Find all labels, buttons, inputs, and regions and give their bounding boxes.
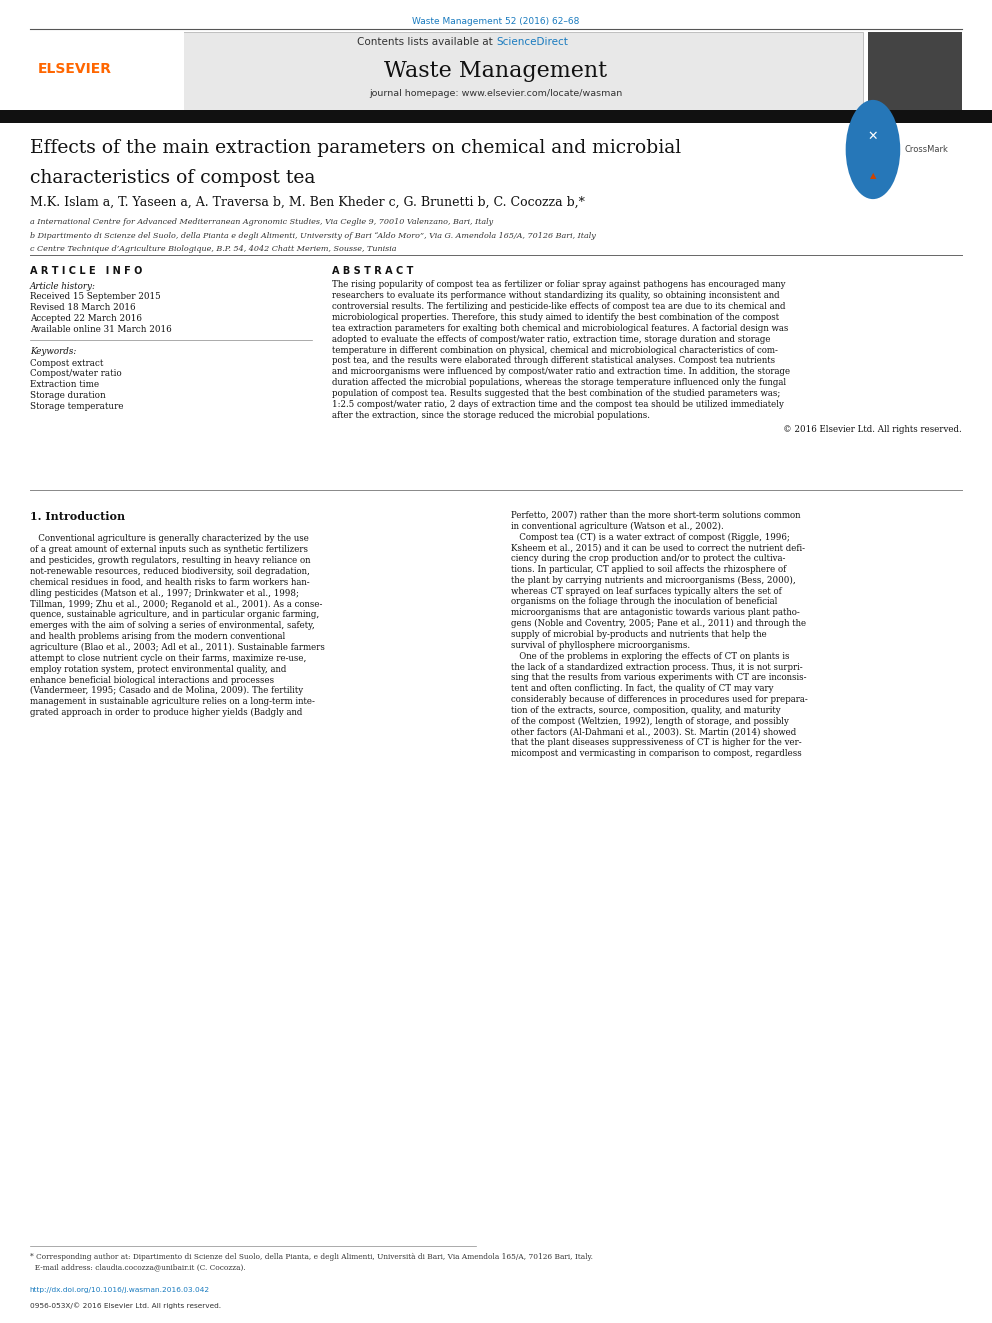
Text: c Centre Technique d’Agriculture Biologique, B.P. 54, 4042 Chatt Meriem, Sousse,: c Centre Technique d’Agriculture Biologi… (30, 245, 396, 253)
Text: microorganisms that are antagonistic towards various plant patho-: microorganisms that are antagonistic tow… (511, 609, 800, 618)
Text: M.K. Islam a, T. Yaseen a, A. Traversa b, M. Ben Kheder c, G. Brunetti b, C. Coc: M.K. Islam a, T. Yaseen a, A. Traversa b… (30, 196, 584, 209)
Text: 1. Introduction: 1. Introduction (30, 511, 125, 521)
Text: E-mail address: claudia.cocozza@unibair.it (C. Cocozza).: E-mail address: claudia.cocozza@unibair.… (30, 1263, 245, 1271)
Text: CrossMark: CrossMark (905, 146, 948, 153)
Text: enhance beneficial biological interactions and processes: enhance beneficial biological interactio… (30, 676, 274, 684)
Text: tent and often conflicting. In fact, the quality of CT may vary: tent and often conflicting. In fact, the… (511, 684, 774, 693)
Bar (30, 32, 863, 111)
Text: journal homepage: www.elsevier.com/locate/wasman: journal homepage: www.elsevier.com/locat… (369, 89, 623, 98)
Text: microbiological properties. Therefore, this study aimed to identify the best com: microbiological properties. Therefore, t… (332, 314, 780, 321)
Text: controversial results. The fertilizing and pesticide-like effects of compost tea: controversial results. The fertilizing a… (332, 302, 786, 311)
Text: Extraction time: Extraction time (30, 380, 99, 389)
Text: and microorganisms were influenced by compost/water ratio and extraction time. I: and microorganisms were influenced by co… (332, 368, 791, 376)
Text: and health problems arising from the modern conventional: and health problems arising from the mod… (30, 632, 285, 642)
Text: http://dx.doi.org/10.1016/j.wasman.2016.03.042: http://dx.doi.org/10.1016/j.wasman.2016.… (30, 1287, 210, 1294)
Text: that the plant diseases suppressiveness of CT is higher for the ver-: that the plant diseases suppressiveness … (511, 738, 802, 747)
Text: Contents lists available at: Contents lists available at (357, 37, 496, 48)
Text: sing that the results from various experiments with CT are inconsis-: sing that the results from various exper… (511, 673, 806, 683)
Text: ▲: ▲ (870, 172, 876, 180)
Text: A R T I C L E   I N F O: A R T I C L E I N F O (30, 266, 142, 277)
Text: emerges with the aim of solving a series of environmental, safety,: emerges with the aim of solving a series… (30, 622, 314, 630)
Text: Revised 18 March 2016: Revised 18 March 2016 (30, 303, 135, 312)
Text: A B S T R A C T: A B S T R A C T (332, 266, 414, 277)
Text: Storage duration: Storage duration (30, 392, 105, 400)
Ellipse shape (845, 101, 901, 198)
Text: management in sustainable agriculture relies on a long-term inte-: management in sustainable agriculture re… (30, 697, 314, 706)
Text: other factors (Al-Dahmani et al., 2003). St. Martin (2014) showed: other factors (Al-Dahmani et al., 2003).… (511, 728, 797, 737)
Text: 0956-053X/© 2016 Elsevier Ltd. All rights reserved.: 0956-053X/© 2016 Elsevier Ltd. All right… (30, 1302, 221, 1308)
Text: quence, sustainable agriculture, and in particular organic farming,: quence, sustainable agriculture, and in … (30, 610, 319, 619)
Bar (30, 32, 184, 111)
Text: Accepted 22 March 2016: Accepted 22 March 2016 (30, 314, 142, 323)
Text: agriculture (Blao et al., 2003; Adl et al., 2011). Sustainable farmers: agriculture (Blao et al., 2003; Adl et a… (30, 643, 324, 652)
Text: survival of phyllosphere microorganisms.: survival of phyllosphere microorganisms. (511, 640, 690, 650)
Text: of a great amount of external inputs such as synthetic fertilizers: of a great amount of external inputs suc… (30, 545, 308, 554)
Text: the lack of a standardized extraction process. Thus, it is not surpri-: the lack of a standardized extraction pr… (511, 663, 803, 672)
Text: organisms on the foliage through the inoculation of beneficial: organisms on the foliage through the ino… (511, 598, 778, 606)
Text: Storage temperature: Storage temperature (30, 402, 123, 411)
Text: Waste Management: Waste Management (385, 60, 607, 82)
Text: ELSEVIER: ELSEVIER (38, 62, 112, 77)
Text: Compost tea (CT) is a water extract of compost (Riggle, 1996;: Compost tea (CT) is a water extract of c… (511, 532, 790, 541)
Text: Received 15 September 2015: Received 15 September 2015 (30, 292, 161, 302)
Text: grated approach in order to produce higher yields (Badgly and: grated approach in order to produce high… (30, 708, 303, 717)
Text: tea extraction parameters for exalting both chemical and microbiological feature: tea extraction parameters for exalting b… (332, 324, 789, 333)
Text: ciency during the crop production and/or to protect the cultiva-: ciency during the crop production and/or… (511, 554, 786, 564)
Text: Effects of the main extraction parameters on chemical and microbial: Effects of the main extraction parameter… (30, 139, 681, 157)
Text: The rising popularity of compost tea as fertilizer or foliar spray against patho: The rising popularity of compost tea as … (332, 280, 786, 290)
Text: employ rotation system, protect environmental quality, and: employ rotation system, protect environm… (30, 664, 286, 673)
Text: * Corresponding author at: Dipartimento di Scienze del Suolo, della Pianta, e de: * Corresponding author at: Dipartimento … (30, 1253, 593, 1261)
Text: Tillman, 1999; Zhu et al., 2000; Reganold et al., 2001). As a conse-: Tillman, 1999; Zhu et al., 2000; Reganol… (30, 599, 322, 609)
Text: in conventional agriculture (Watson et al., 2002).: in conventional agriculture (Watson et a… (511, 521, 723, 531)
Text: after the extraction, since the storage reduced the microbial populations.: after the extraction, since the storage … (332, 410, 651, 419)
Text: population of compost tea. Results suggested that the best combination of the st: population of compost tea. Results sugge… (332, 389, 781, 398)
Text: ✕: ✕ (868, 130, 878, 143)
Text: and pesticides, growth regulators, resulting in heavy reliance on: and pesticides, growth regulators, resul… (30, 556, 310, 565)
Text: attempt to close nutrient cycle on their farms, maximize re-use,: attempt to close nutrient cycle on their… (30, 654, 307, 663)
Text: whereas CT sprayed on leaf surfaces typically alters the set of: whereas CT sprayed on leaf surfaces typi… (511, 586, 782, 595)
Text: the plant by carrying nutrients and microorganisms (Bess, 2000),: the plant by carrying nutrients and micr… (511, 576, 796, 585)
Text: post tea, and the results were elaborated through different statistical analyses: post tea, and the results were elaborate… (332, 356, 776, 365)
Text: a International Centre for Advanced Mediterranean Agronomic Studies, Via Ceglie : a International Centre for Advanced Medi… (30, 218, 493, 226)
Text: tions. In particular, CT applied to soil affects the rhizosphere of: tions. In particular, CT applied to soil… (511, 565, 786, 574)
Text: adopted to evaluate the effects of compost/water ratio, extraction time, storage: adopted to evaluate the effects of compo… (332, 335, 771, 344)
Text: Compost/water ratio: Compost/water ratio (30, 369, 121, 378)
Text: (Vandermeer, 1995; Casado and de Molina, 2009). The fertility: (Vandermeer, 1995; Casado and de Molina,… (30, 687, 303, 696)
Bar (0, 110, 992, 123)
Text: b Dipartimento di Scienze del Suolo, della Pianta e degli Alimenti, University o: b Dipartimento di Scienze del Suolo, del… (30, 232, 595, 239)
Text: gens (Noble and Coventry, 2005; Pane et al., 2011) and through the: gens (Noble and Coventry, 2005; Pane et … (511, 619, 806, 628)
Text: Perfetto, 2007) rather than the more short-term solutions common: Perfetto, 2007) rather than the more sho… (511, 511, 801, 520)
Text: micompost and vermicasting in comparison to compost, regardless: micompost and vermicasting in comparison… (511, 749, 802, 758)
Text: One of the problems in exploring the effects of CT on plants is: One of the problems in exploring the eff… (511, 652, 790, 660)
Text: not-renewable resources, reduced biodiversity, soil degradation,: not-renewable resources, reduced biodive… (30, 568, 310, 576)
Text: Available online 31 March 2016: Available online 31 March 2016 (30, 325, 172, 333)
Bar (868, 32, 962, 111)
Text: 1:2.5 compost/water ratio, 2 days of extraction time and the compost tea should : 1:2.5 compost/water ratio, 2 days of ext… (332, 400, 785, 409)
Text: temperature in different combination on physical, chemical and microbiological c: temperature in different combination on … (332, 345, 778, 355)
Text: Ksheem et al., 2015) and it can be used to correct the nutrient defi-: Ksheem et al., 2015) and it can be used … (511, 544, 805, 552)
Text: Keywords:: Keywords: (30, 347, 76, 356)
Text: duration affected the microbial populations, whereas the storage temperature inf: duration affected the microbial populati… (332, 378, 787, 388)
Text: characteristics of compost tea: characteristics of compost tea (30, 169, 315, 188)
Text: dling pesticides (Matson et al., 1997; Drinkwater et al., 1998;: dling pesticides (Matson et al., 1997; D… (30, 589, 299, 598)
Text: Waste Management 52 (2016) 62–68: Waste Management 52 (2016) 62–68 (413, 16, 579, 25)
Text: tion of the extracts, source, composition, quality, and maturity: tion of the extracts, source, compositio… (511, 706, 781, 714)
Text: Conventional agriculture is generally characterized by the use: Conventional agriculture is generally ch… (30, 534, 309, 544)
Text: chemical residues in food, and health risks to farm workers han-: chemical residues in food, and health ri… (30, 578, 310, 587)
Text: Compost extract: Compost extract (30, 359, 103, 368)
Text: considerably because of differences in procedures used for prepara-: considerably because of differences in p… (511, 695, 807, 704)
Text: © 2016 Elsevier Ltd. All rights reserved.: © 2016 Elsevier Ltd. All rights reserved… (784, 426, 962, 434)
Text: researchers to evaluate its performance without standardizing its quality, so ob: researchers to evaluate its performance … (332, 291, 780, 300)
Text: supply of microbial by-products and nutrients that help the: supply of microbial by-products and nutr… (511, 630, 767, 639)
Text: of the compost (Weltzien, 1992), length of storage, and possibly: of the compost (Weltzien, 1992), length … (511, 717, 789, 726)
Text: Article history:: Article history: (30, 282, 96, 291)
Text: ScienceDirect: ScienceDirect (496, 37, 567, 48)
